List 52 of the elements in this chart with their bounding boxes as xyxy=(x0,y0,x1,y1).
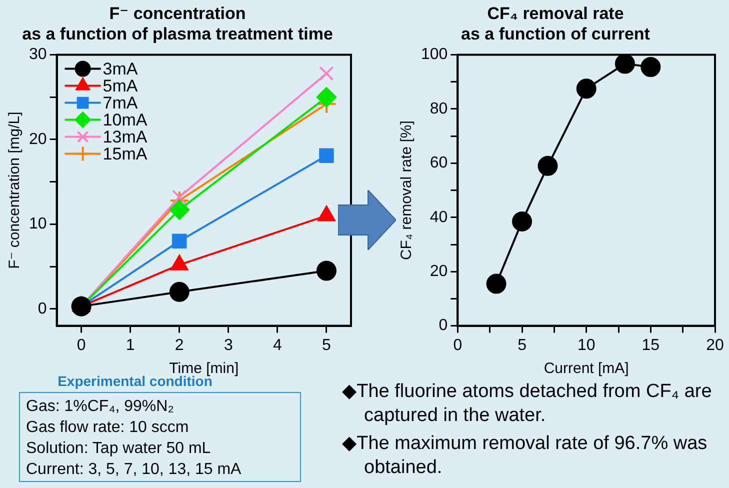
x-tick-label: 5 xyxy=(322,336,332,354)
text: Gas flow rate: 10 sccm xyxy=(26,418,190,438)
point xyxy=(169,200,190,220)
chart-title: CF₄ removal rate as a function of current xyxy=(461,4,650,44)
y-tick-label: 60 xyxy=(430,154,448,172)
y-tick-label: 80 xyxy=(430,100,448,118)
point xyxy=(486,274,506,294)
text: ◆The fluorine atoms detached from CF₄ are captured in the water. xyxy=(342,380,713,428)
y-tick-label: 20 xyxy=(29,130,47,148)
point xyxy=(576,78,596,99)
y-axis-title: F⁻ concentration [mg/L] xyxy=(6,112,24,269)
y-tick-label: 20 xyxy=(430,263,448,280)
x-tick-label: 1 xyxy=(126,336,135,354)
y-tick-label: 10 xyxy=(29,216,47,233)
x-tick-label: 3 xyxy=(224,336,233,354)
x-tick-label: 0 xyxy=(453,336,462,354)
text: Gas: 1%CF₄, 99%N₂ xyxy=(26,397,175,417)
legend-label: 13mA xyxy=(102,127,148,146)
x-tick-label: 2 xyxy=(174,336,184,354)
x-tick-label: 15 xyxy=(642,336,660,354)
text: Solution: Tap water 50 mL xyxy=(26,439,212,459)
y-tick-label: 0 xyxy=(438,317,448,334)
legend-label: 10mA xyxy=(102,110,148,130)
y-tick-label: 0 xyxy=(38,300,47,318)
point xyxy=(640,56,661,77)
point xyxy=(319,148,334,163)
x-tick-label: 10 xyxy=(577,336,596,354)
y-tick-label: 100 xyxy=(420,46,448,64)
text: ◆The maximum removal rate of 96.7% was obtained. xyxy=(342,432,708,480)
point xyxy=(614,54,635,74)
point xyxy=(319,66,334,81)
x-tick-label: 0 xyxy=(76,336,86,354)
point xyxy=(172,190,187,204)
point xyxy=(169,282,190,302)
legend-label: 5mA xyxy=(102,76,138,96)
x-axis-title: Current [mA] xyxy=(544,360,629,378)
point xyxy=(538,156,558,176)
chart-title: F⁻ concentration as a function of plasma treatment time xyxy=(22,4,333,44)
x-tick-label: 4 xyxy=(272,336,282,354)
legend-label: 15mA xyxy=(102,144,148,164)
legend-label: 3mA xyxy=(102,59,138,78)
legend-label: 7mA xyxy=(102,93,138,112)
x-tick-label: 5 xyxy=(518,336,527,354)
point xyxy=(172,234,187,248)
point xyxy=(316,87,336,108)
text: Current: 3, 5, 7, 10, 13, 15 mA xyxy=(26,460,242,480)
point xyxy=(512,211,532,232)
y-tick-label: 30 xyxy=(29,46,47,64)
point xyxy=(316,260,336,281)
x-tick-label: 20 xyxy=(706,336,724,354)
y-axis-title: CF₄ removal rate [%] xyxy=(398,120,416,260)
y-tick-label: 40 xyxy=(430,208,448,226)
